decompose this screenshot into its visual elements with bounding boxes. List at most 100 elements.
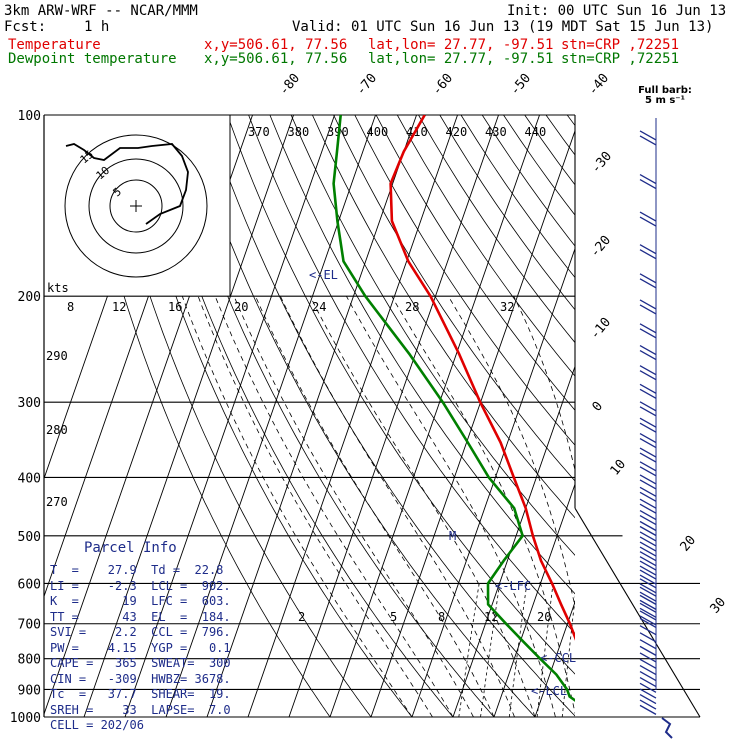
- mixing-ratio-line: [536, 583, 554, 717]
- wind-barb: [639, 474, 657, 485]
- theta-e-label: 380: [288, 125, 310, 139]
- wind-barb: [639, 602, 657, 613]
- wind-barb: [639, 565, 657, 576]
- hodograph-scale-label: 28: [405, 300, 419, 314]
- mixing-ratio-line: [508, 583, 528, 717]
- wind-barb: [639, 216, 657, 227]
- wind-barb: [639, 503, 657, 514]
- pressure-tick-label: 400: [18, 471, 41, 486]
- theta-e-label: 440: [525, 125, 547, 139]
- moist-adiabat-line: [197, 296, 433, 717]
- wind-barb: [639, 639, 657, 650]
- moist-adiabat-line: [574, 296, 575, 299]
- dry-adiabat-line: [524, 115, 575, 186]
- wind-barb: [639, 479, 657, 490]
- wind-barb: [639, 574, 657, 585]
- wind-barb: [639, 615, 657, 626]
- isotherm-line: [83, 115, 294, 717]
- mixing-ratio-line: [458, 583, 480, 717]
- wind-barb: [639, 249, 657, 260]
- wind-barb: [639, 437, 657, 449]
- isotherm-label: 10: [608, 457, 630, 479]
- wind-barb: [639, 370, 657, 381]
- parcel-row: LI = -2.3 LCL = 902.: [50, 579, 231, 593]
- dry-adiabat-line: [227, 115, 575, 675]
- isotherm-label: 30: [708, 595, 730, 617]
- isotherm-label: 20: [678, 533, 700, 555]
- init-time: Init: 00 UTC Sun 16 Jun 13: [507, 3, 727, 19]
- wind-barb: [639, 694, 657, 705]
- wind-barb: [639, 560, 657, 571]
- theta-label: 280: [46, 423, 68, 437]
- wind-barb: [639, 525, 657, 537]
- dry-adiabat-line: [163, 115, 495, 717]
- temperature-legend: Temperature: [8, 37, 101, 53]
- hodograph-trace: [65, 143, 189, 225]
- dry-adiabat-line: [248, 115, 575, 634]
- wind-barb: [639, 447, 657, 458]
- dry-adiabat-line: [290, 115, 575, 556]
- wind-barb: [639, 328, 657, 339]
- pressure-tick-label: 500: [18, 530, 41, 545]
- wind-barb: [639, 682, 657, 693]
- wind-barb: [639, 664, 657, 676]
- parcel-row: T = 27.9 Td = 22.8: [50, 563, 224, 577]
- isotherm-line: [124, 115, 335, 717]
- dry-adiabat-line: [184, 115, 536, 717]
- temperature-stn: stn=CRP ,72251: [561, 37, 680, 53]
- mixing-ratio-label: 2: [298, 610, 305, 624]
- wind-barb: [639, 135, 657, 146]
- dewpoint-xy: x,y=506.61, 77.56: [204, 51, 348, 67]
- wind-barb: [639, 401, 657, 412]
- dry-adiabat-line: [205, 115, 575, 717]
- wind-barb: [639, 179, 657, 190]
- wind-barb: [639, 617, 657, 629]
- moist-adiabat-line: [214, 296, 454, 717]
- isotherm-label: -50: [508, 71, 535, 99]
- barb-legend-unit: 5 m s⁻¹: [645, 95, 685, 106]
- wind-barb: [661, 717, 673, 739]
- wind-barb: [639, 510, 657, 521]
- dry-adiabat-line: [312, 115, 575, 519]
- dry-adiabat-line: [142, 115, 454, 717]
- pressure-tick-label: 800: [18, 653, 41, 668]
- mixing-ratio-line: [480, 583, 501, 717]
- ccl-annotation: <-CCL: [540, 651, 576, 665]
- isotherm-label: -60: [430, 71, 457, 99]
- wind-barb: [639, 486, 657, 497]
- dry-adiabat-line: [333, 115, 575, 482]
- wind-barb: [639, 699, 657, 710]
- theta-e-label: 410: [406, 125, 428, 139]
- wind-barb: [639, 578, 657, 589]
- wind-barb: [639, 594, 657, 605]
- wind-barb: [639, 515, 657, 526]
- wind-barb: [639, 452, 657, 463]
- barb-legend: Full barb: 5 m s⁻¹: [636, 86, 694, 106]
- mixing-ratio-line: [595, 583, 608, 717]
- temperature-xy: x,y=506.61, 77.56: [204, 37, 348, 53]
- pressure-tick-label: 100: [18, 109, 41, 124]
- wind-barb: [639, 645, 657, 656]
- isotherm-line: [206, 115, 417, 717]
- hodograph-ring: [88, 158, 184, 254]
- isotherm-line: [493, 482, 575, 717]
- isotherm-label: -80: [277, 71, 304, 99]
- isotherm-line: [452, 365, 575, 717]
- theta-e-label: 430: [485, 125, 507, 139]
- dry-adiabat-line: [120, 115, 413, 717]
- parcel-row: SREH = 33 LAPSE= 7.0: [50, 703, 231, 717]
- wind-barb: [639, 349, 657, 361]
- isotherm-line: [658, 115, 740, 717]
- hodograph-scale-label: 24: [312, 300, 326, 314]
- parcel-row: TT = 43 EL = 184.: [50, 610, 231, 624]
- wind-barb: [639, 211, 657, 222]
- temperature-latlon: lat,lon= 27.77, -97.51: [368, 37, 554, 53]
- barb-legend-title: Full barb:: [638, 85, 692, 96]
- wind-barb: [639, 130, 657, 141]
- theta-e-label: 400: [367, 125, 389, 139]
- isotherm-label: -20: [588, 233, 615, 261]
- pressure-tick-label: 900: [18, 683, 41, 698]
- dry-adiabat-line: [460, 115, 575, 279]
- wind-barb: [639, 652, 657, 663]
- wind-barb: [639, 466, 657, 477]
